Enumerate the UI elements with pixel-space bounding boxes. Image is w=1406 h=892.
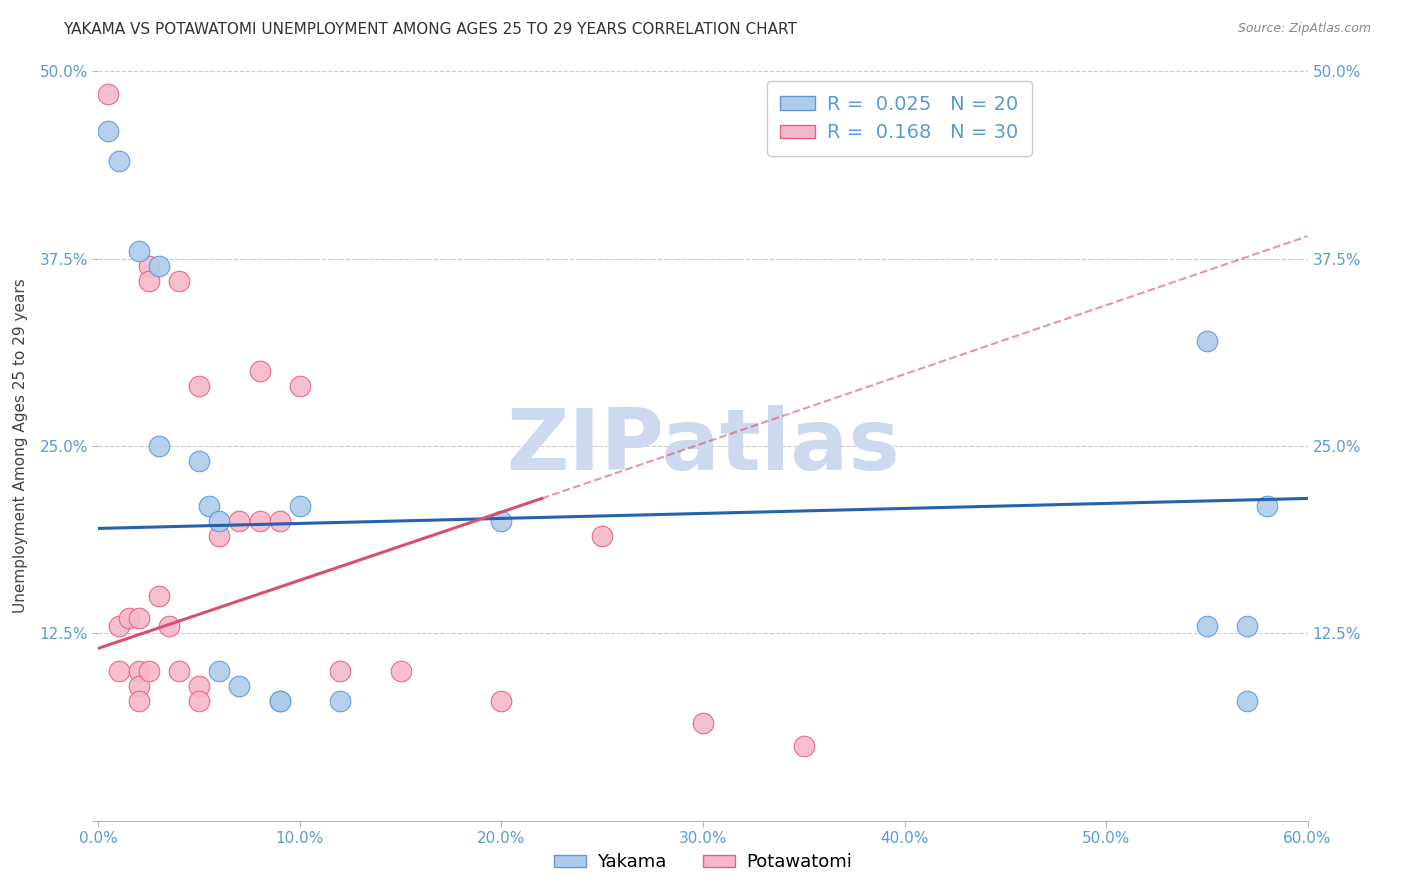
Point [148,259,170,273]
Point [107,154,129,169]
Point [188,694,211,708]
Point [1256,499,1278,513]
Point [208,514,231,528]
Point [167,274,190,288]
Point [692,716,714,731]
Point [157,619,180,633]
Point [138,664,160,678]
Point [228,679,250,693]
Point [491,514,513,528]
Point [128,694,150,708]
Text: Source: ZipAtlas.com: Source: ZipAtlas.com [1237,22,1371,36]
Point [128,664,150,678]
Point [118,611,141,625]
Point [1195,334,1218,348]
Point [793,739,815,753]
Point [167,664,190,678]
Point [329,664,352,678]
Point [228,514,250,528]
Legend: R =  0.025   N = 20, R =  0.168   N = 30: R = 0.025 N = 20, R = 0.168 N = 30 [766,81,1032,156]
Point [188,379,211,393]
Point [1236,694,1258,708]
Point [329,694,352,708]
Point [107,619,129,633]
Legend: Yakama, Potawatomi: Yakama, Potawatomi [547,847,859,879]
Point [288,499,311,513]
Point [148,439,170,453]
Point [249,514,271,528]
Point [591,529,613,543]
Point [97,124,120,138]
Point [491,694,513,708]
Point [208,664,231,678]
Point [148,589,170,603]
Point [128,244,150,259]
Point [198,499,221,513]
Point [208,529,231,543]
Y-axis label: Unemployment Among Ages 25 to 29 years: Unemployment Among Ages 25 to 29 years [14,278,28,614]
Point [288,379,311,393]
Point [138,259,160,273]
Point [249,364,271,378]
Point [138,274,160,288]
Point [188,679,211,693]
Point [128,611,150,625]
Text: ZIPatlas: ZIPatlas [506,404,900,488]
Point [1236,619,1258,633]
Point [97,87,120,101]
Point [269,694,291,708]
Point [269,694,291,708]
Point [1195,619,1218,633]
Point [389,664,412,678]
Point [107,664,129,678]
Point [128,679,150,693]
Point [269,514,291,528]
Point [188,454,211,468]
Text: YAKAMA VS POTAWATOMI UNEMPLOYMENT AMONG AGES 25 TO 29 YEARS CORRELATION CHART: YAKAMA VS POTAWATOMI UNEMPLOYMENT AMONG … [63,22,797,37]
